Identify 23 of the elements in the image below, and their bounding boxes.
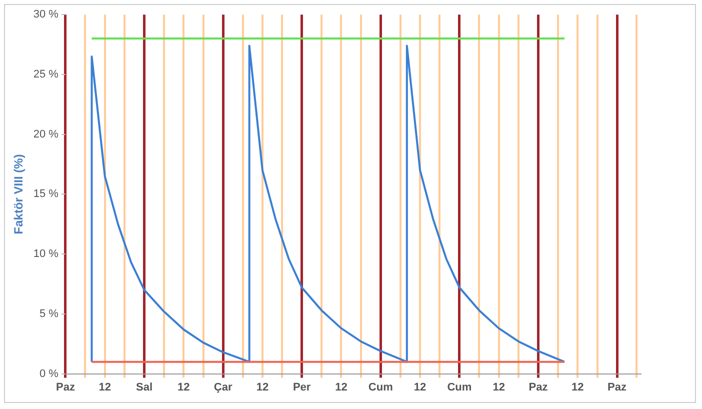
x-tick-label: Cum [368, 381, 394, 394]
y-tick-label: 30 % [33, 8, 59, 21]
y-tick-label: 0 % [40, 368, 59, 380]
y-tick-label: 25 % [33, 68, 59, 80]
y-tick-label: 20 % [33, 128, 59, 140]
x-tick-label: 12 [572, 381, 584, 394]
x-tick-label: Cum [447, 381, 472, 394]
y-tick-label: 5 % [40, 308, 59, 320]
x-tick-label: 12 [178, 381, 190, 394]
x-tick-label: Per [292, 381, 312, 394]
x-tick-label: Paz [528, 381, 548, 394]
y-tick-label: 15 % [33, 188, 59, 200]
y-tick-label: 10 % [33, 248, 59, 260]
x-tick-label: Çar [214, 381, 233, 394]
x-tick-label: Sal [136, 381, 153, 394]
x-tick-label: 12 [414, 381, 426, 394]
x-tick-label: Paz [608, 381, 627, 394]
x-tick-label: 12 [98, 381, 111, 394]
y-axis-title: Faktör VIII (%) [12, 154, 26, 234]
x-tick-label: 12 [335, 381, 348, 394]
x-tick-label: 12 [492, 381, 505, 394]
x-tick-label: 12 [256, 381, 269, 394]
x-tick-label: Paz [56, 381, 76, 394]
